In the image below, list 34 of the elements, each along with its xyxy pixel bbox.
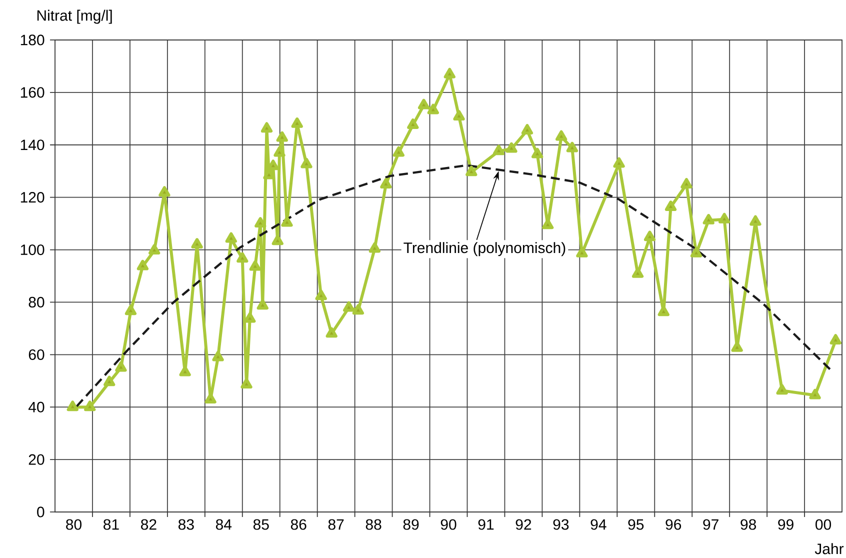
x-tick-label: 86 [290,519,306,530]
x-tick-label: 91 [478,519,494,530]
x-tick-label: 80 [66,519,82,530]
y-tick-label: 180 [20,34,44,46]
x-tick-label: 84 [216,519,232,530]
x-tick-label: 87 [328,519,344,530]
x-tick-label: 88 [366,519,382,530]
x-tick-label: 81 [104,519,119,530]
y-tick-label: 100 [20,244,44,256]
x-axis-title: Jahr [814,543,844,554]
y-tick-label: 80 [28,296,44,308]
y-tick-label: 160 [20,87,44,98]
x-tick-label: 97 [703,519,718,530]
x-tick-label: 95 [628,519,644,530]
x-tick-label: 99 [778,519,794,530]
x-tick-label: 96 [666,519,682,530]
x-tick-label: 89 [403,519,419,530]
y-axis-title: Nitrat [mg/l] [37,10,112,24]
y-tick-label: 120 [20,192,44,203]
annotation: Trendlinie (polynomisch) [404,242,566,256]
x-tick-label: 85 [253,519,269,530]
x-tick-label: 93 [553,519,569,530]
y-tick-label: 0 [37,506,44,518]
y-tick-label: 40 [28,402,44,412]
x-tick-label: 00 [816,519,832,530]
x-tick-label: 90 [440,519,456,530]
x-tick-label: 82 [141,519,156,530]
x-tick-label: 94 [590,519,606,530]
x-tick-label: 83 [178,519,194,530]
x-tick-label: 98 [740,519,756,530]
y-tick-label: 20 [28,454,44,465]
x-tick-label: 92 [516,519,532,530]
y-tick-label: 60 [28,349,44,360]
y-tick-label: 140 [20,140,44,150]
